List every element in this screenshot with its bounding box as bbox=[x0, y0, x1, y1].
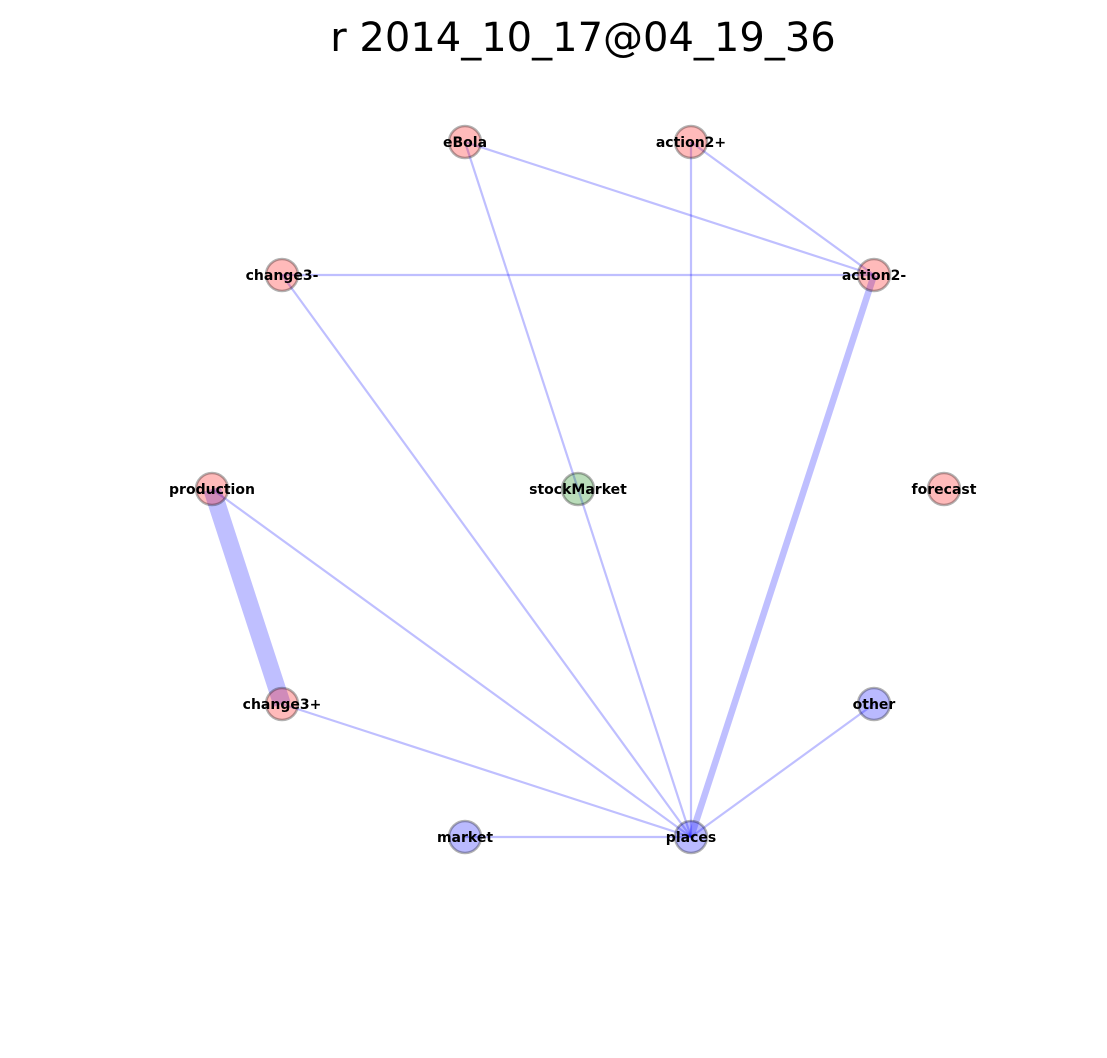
edge-action2--places bbox=[687, 273, 878, 839]
node-label-change3-: change3- bbox=[246, 268, 319, 284]
edge-production-places bbox=[211, 488, 692, 838]
node-label-change3+: change3+ bbox=[243, 697, 322, 713]
graph-title: r 2014_10_17@04_19_36 bbox=[330, 15, 835, 61]
edge-change3--places bbox=[281, 274, 692, 838]
node-forecast: forecast bbox=[912, 471, 977, 507]
node-circle-action2+ bbox=[673, 124, 709, 160]
node-action2-: action2- bbox=[842, 257, 907, 293]
edge-stockMarket-places bbox=[576, 488, 693, 838]
node-change3-: change3- bbox=[246, 257, 319, 293]
node-label-action2-: action2- bbox=[842, 268, 907, 284]
node-circle-action2- bbox=[856, 257, 892, 293]
node-action2+: action2+ bbox=[656, 124, 726, 160]
node-label-eBola: eBola bbox=[443, 135, 487, 151]
edge-action2+-action2- bbox=[690, 141, 875, 276]
node-label-places: places bbox=[666, 830, 716, 846]
node-eBola: eBola bbox=[443, 124, 487, 160]
node-circle-change3- bbox=[264, 257, 300, 293]
node-label-other: other bbox=[853, 697, 896, 713]
node-label-production: production bbox=[169, 482, 255, 498]
node-production: production bbox=[169, 471, 255, 507]
node-label-forecast: forecast bbox=[912, 482, 977, 498]
node-circle-places bbox=[673, 819, 709, 855]
node-places: places bbox=[666, 819, 716, 855]
node-label-market: market bbox=[437, 830, 493, 846]
node-change3+: change3+ bbox=[243, 686, 322, 722]
node-circle-stockMarket bbox=[560, 471, 596, 507]
node-circle-other bbox=[856, 686, 892, 722]
edge-layer bbox=[203, 140, 878, 839]
edge-production-change3+ bbox=[203, 486, 291, 707]
node-label-stockMarket: stockMarket bbox=[529, 482, 627, 498]
edge-other-places bbox=[690, 703, 875, 838]
edge-change3+-places bbox=[281, 702, 692, 839]
node-circle-eBola bbox=[447, 124, 483, 160]
node-layer: eBola action2+ change3- action2- production s… bbox=[169, 124, 977, 855]
node-other: other bbox=[853, 686, 896, 722]
node-circle-change3+ bbox=[264, 686, 300, 722]
node-stockMarket: stockMarket bbox=[529, 471, 627, 507]
edge-eBola-action2- bbox=[464, 140, 875, 277]
node-circle-production bbox=[194, 471, 230, 507]
node-circle-market bbox=[447, 819, 483, 855]
node-label-action2+: action2+ bbox=[656, 135, 726, 151]
edge-eBola-stockMarket bbox=[463, 141, 580, 490]
node-market: market bbox=[437, 819, 493, 855]
node-circle-forecast bbox=[926, 471, 962, 507]
